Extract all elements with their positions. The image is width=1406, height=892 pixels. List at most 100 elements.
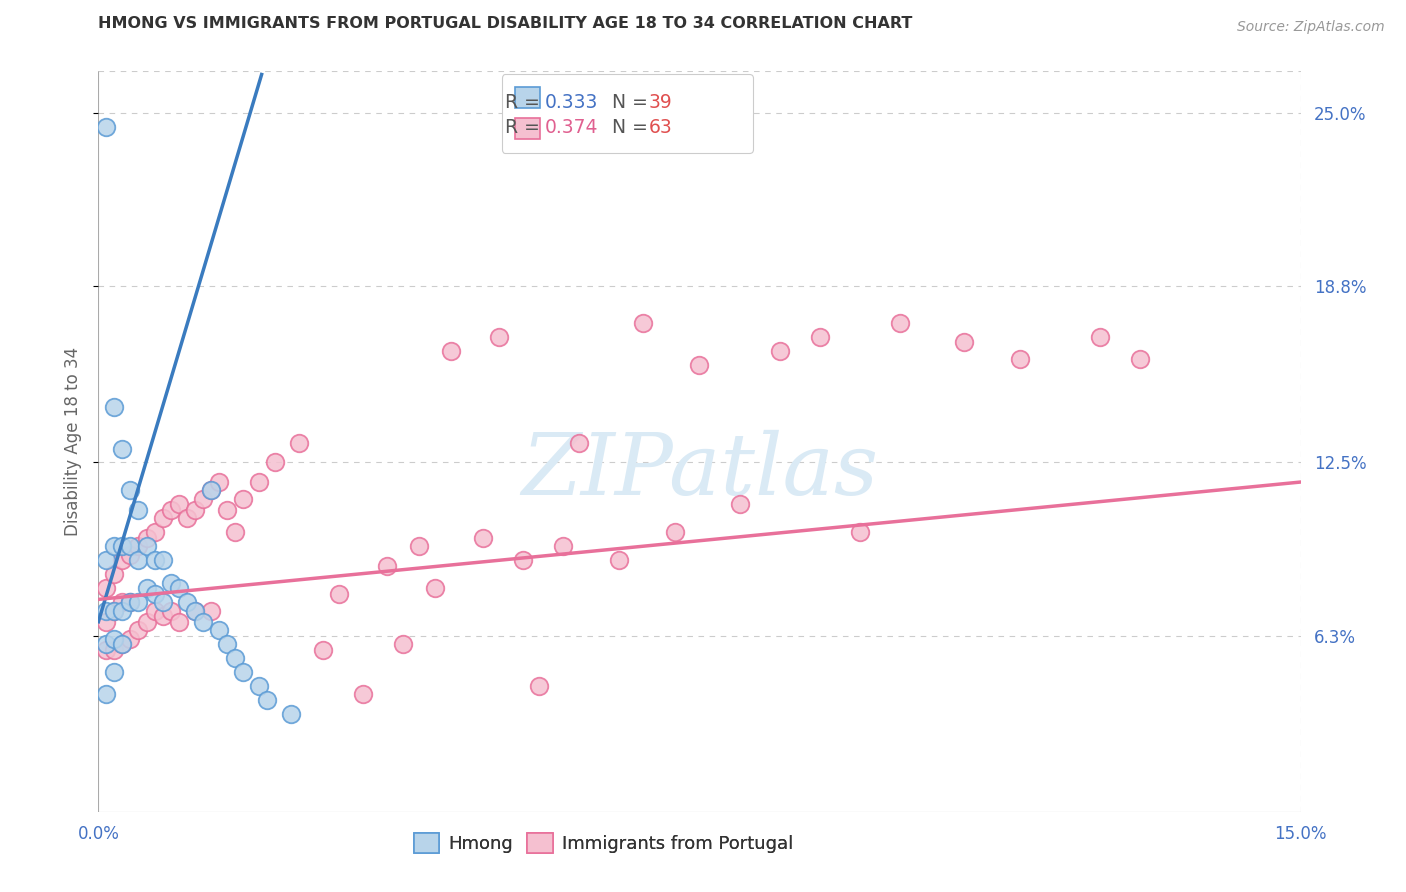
Point <box>1129 352 1152 367</box>
Text: HMONG VS IMMIGRANTS FROM PORTUGAL DISABILITY AGE 18 TO 34 CORRELATION CHART: HMONG VS IMMIGRANTS FROM PORTUGAL DISABI… <box>98 16 912 31</box>
Point <box>111 539 134 553</box>
Point <box>159 503 181 517</box>
Point <box>152 595 174 609</box>
Point <box>103 603 125 617</box>
Point <box>664 525 686 540</box>
Text: 0.374: 0.374 <box>544 118 598 137</box>
Point <box>423 581 446 595</box>
Point <box>103 400 125 414</box>
Point <box>96 553 118 567</box>
Point <box>232 665 254 679</box>
Point <box>152 511 174 525</box>
Point <box>111 553 134 567</box>
Point <box>392 637 415 651</box>
Point <box>224 525 246 540</box>
Point <box>849 525 872 540</box>
Point <box>96 615 118 629</box>
Point <box>256 693 278 707</box>
Point <box>288 436 311 450</box>
Point <box>96 581 118 595</box>
Point <box>183 603 205 617</box>
Point <box>408 539 430 553</box>
Point <box>352 687 374 701</box>
Point <box>143 553 166 567</box>
Point <box>143 525 166 540</box>
Point <box>135 539 157 553</box>
Point <box>440 343 463 358</box>
Point <box>159 575 181 590</box>
Point <box>128 623 150 637</box>
Point <box>167 581 190 595</box>
Point <box>128 539 150 553</box>
Point <box>328 587 350 601</box>
Point <box>200 483 222 498</box>
Point <box>128 503 150 517</box>
Point <box>128 553 150 567</box>
Point <box>183 503 205 517</box>
Point <box>208 623 231 637</box>
Point <box>312 642 335 657</box>
Legend: Hmong, Immigrants from Portugal: Hmong, Immigrants from Portugal <box>405 824 801 862</box>
Point <box>568 436 591 450</box>
Point <box>120 595 142 609</box>
Point <box>728 497 751 511</box>
Point <box>135 615 157 629</box>
Point <box>135 531 157 545</box>
Point <box>529 679 551 693</box>
Point <box>96 687 118 701</box>
Point <box>167 615 190 629</box>
Point <box>488 330 510 344</box>
Point <box>215 637 238 651</box>
Point <box>96 642 118 657</box>
Point <box>120 632 142 646</box>
Point <box>472 531 495 545</box>
Point <box>1010 352 1032 367</box>
Point <box>135 581 157 595</box>
Point <box>120 539 142 553</box>
Point <box>609 553 631 567</box>
Point <box>111 637 134 651</box>
Text: 0.333: 0.333 <box>544 93 598 112</box>
Point <box>103 603 125 617</box>
Point <box>633 316 655 330</box>
Point <box>152 553 174 567</box>
Point <box>176 595 198 609</box>
Point <box>191 491 214 506</box>
Text: N =: N = <box>593 118 654 137</box>
Point <box>111 637 134 651</box>
Point <box>111 595 134 609</box>
Point <box>120 595 142 609</box>
Point <box>769 343 792 358</box>
Point <box>247 475 270 489</box>
Point <box>224 651 246 665</box>
Point <box>120 483 142 498</box>
Point <box>96 120 118 135</box>
Y-axis label: Disability Age 18 to 34: Disability Age 18 to 34 <box>65 347 83 536</box>
Point <box>280 706 302 721</box>
Point <box>143 603 166 617</box>
Point <box>232 491 254 506</box>
Point <box>889 316 911 330</box>
Point <box>1088 330 1111 344</box>
Point <box>167 497 190 511</box>
Point <box>128 595 150 609</box>
Point <box>215 503 238 517</box>
Point <box>200 603 222 617</box>
Point <box>553 539 575 553</box>
Point <box>152 609 174 624</box>
Text: R =: R = <box>505 118 546 137</box>
Point <box>103 665 125 679</box>
Point <box>103 642 125 657</box>
Text: N =: N = <box>593 93 654 112</box>
Point <box>512 553 534 567</box>
Point <box>96 603 118 617</box>
Point <box>263 455 285 469</box>
Text: R =: R = <box>505 93 546 112</box>
Text: 63: 63 <box>650 118 672 137</box>
Point <box>96 637 118 651</box>
Point <box>200 483 222 498</box>
Text: Source: ZipAtlas.com: Source: ZipAtlas.com <box>1237 20 1385 34</box>
Point <box>208 475 231 489</box>
Point <box>689 358 711 372</box>
Point <box>103 539 125 553</box>
